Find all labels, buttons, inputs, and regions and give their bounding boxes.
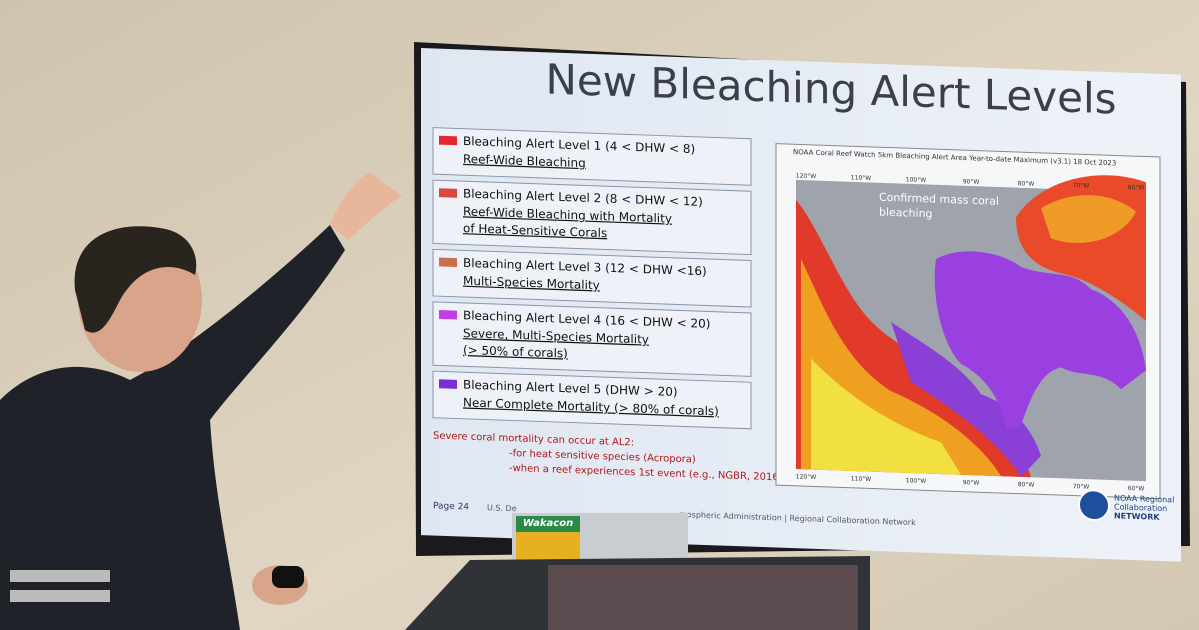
level-swatch bbox=[439, 135, 457, 146]
person-body bbox=[0, 225, 345, 630]
lon-label: 60°W bbox=[1128, 485, 1145, 493]
logo-text: NOAA Regional bbox=[1114, 493, 1174, 504]
page-number: Page 24 bbox=[433, 501, 469, 512]
level-box bbox=[432, 179, 752, 256]
level-box bbox=[432, 301, 752, 377]
alert-levels: Bleaching Alert Level 1 (4 < DHW < 8)Ree… bbox=[432, 127, 752, 430]
map-heat bbox=[934, 251, 1146, 430]
podium-front bbox=[548, 565, 858, 630]
level-desc: Reef-Wide Bleaching bbox=[463, 152, 586, 170]
lon-label: 90°W bbox=[963, 479, 980, 487]
person-hair bbox=[74, 226, 197, 333]
lon-label: 90°W bbox=[963, 178, 980, 186]
lon-label: 80°W bbox=[1018, 481, 1035, 489]
map bbox=[775, 143, 1161, 500]
lon-label: 110°W bbox=[851, 475, 871, 483]
noaa-logo bbox=[1078, 489, 1110, 522]
level-box bbox=[432, 248, 752, 308]
lon-label: 120°W bbox=[796, 473, 816, 481]
longitudes: 120°W 120°W 110°W 110°W 100°W 100°W 90°W 90°W 80… bbox=[796, 172, 1145, 492]
sleeve-stripe bbox=[10, 570, 110, 582]
map-annotation: Confirmed mass coral bbox=[879, 191, 999, 208]
level-desc: of Heat-Sensitive Corals bbox=[463, 221, 607, 240]
lon-label: 70°W bbox=[1073, 483, 1090, 491]
lon-label: 100°W bbox=[906, 477, 926, 485]
slide: New Bleaching Alert Levels Bleaching Ale… bbox=[421, 48, 1181, 562]
level-swatch bbox=[439, 188, 457, 198]
logo-text: NETWORK bbox=[1114, 511, 1160, 522]
clicker bbox=[272, 566, 304, 588]
level-box bbox=[432, 127, 752, 186]
map-heat bbox=[891, 321, 1041, 477]
lon-label: 70°W bbox=[1073, 182, 1090, 190]
sleeve-stripe bbox=[10, 590, 110, 602]
level-desc: Multi-Species Mortality bbox=[463, 274, 600, 293]
map-heat bbox=[811, 358, 961, 475]
level-desc: Severe, Multi-Species Mortality bbox=[463, 326, 649, 346]
level-swatch bbox=[439, 309, 457, 320]
logo-text: Collaboration bbox=[1114, 502, 1167, 513]
level-box bbox=[432, 370, 752, 430]
lon-label: 80°W bbox=[1018, 180, 1035, 188]
level-desc: (> 50% of corals) bbox=[463, 343, 568, 361]
lon-label: 110°W bbox=[851, 174, 871, 182]
map-heat bbox=[1041, 195, 1136, 243]
note: Severe coral mortality can occur at AL2:… bbox=[433, 431, 783, 484]
footer-agency: U.S. De bbox=[487, 503, 517, 513]
lon-label: 60°W bbox=[1128, 184, 1145, 192]
lon-label: 100°W bbox=[906, 176, 926, 184]
sticker-text: Wakacon bbox=[523, 518, 573, 529]
sticker bbox=[516, 532, 580, 560]
map-annotation: bleaching bbox=[879, 206, 933, 221]
level-swatch bbox=[439, 257, 457, 268]
person-hand bbox=[330, 172, 402, 240]
lon-label: 120°W bbox=[796, 172, 816, 180]
level-swatch bbox=[439, 379, 457, 389]
